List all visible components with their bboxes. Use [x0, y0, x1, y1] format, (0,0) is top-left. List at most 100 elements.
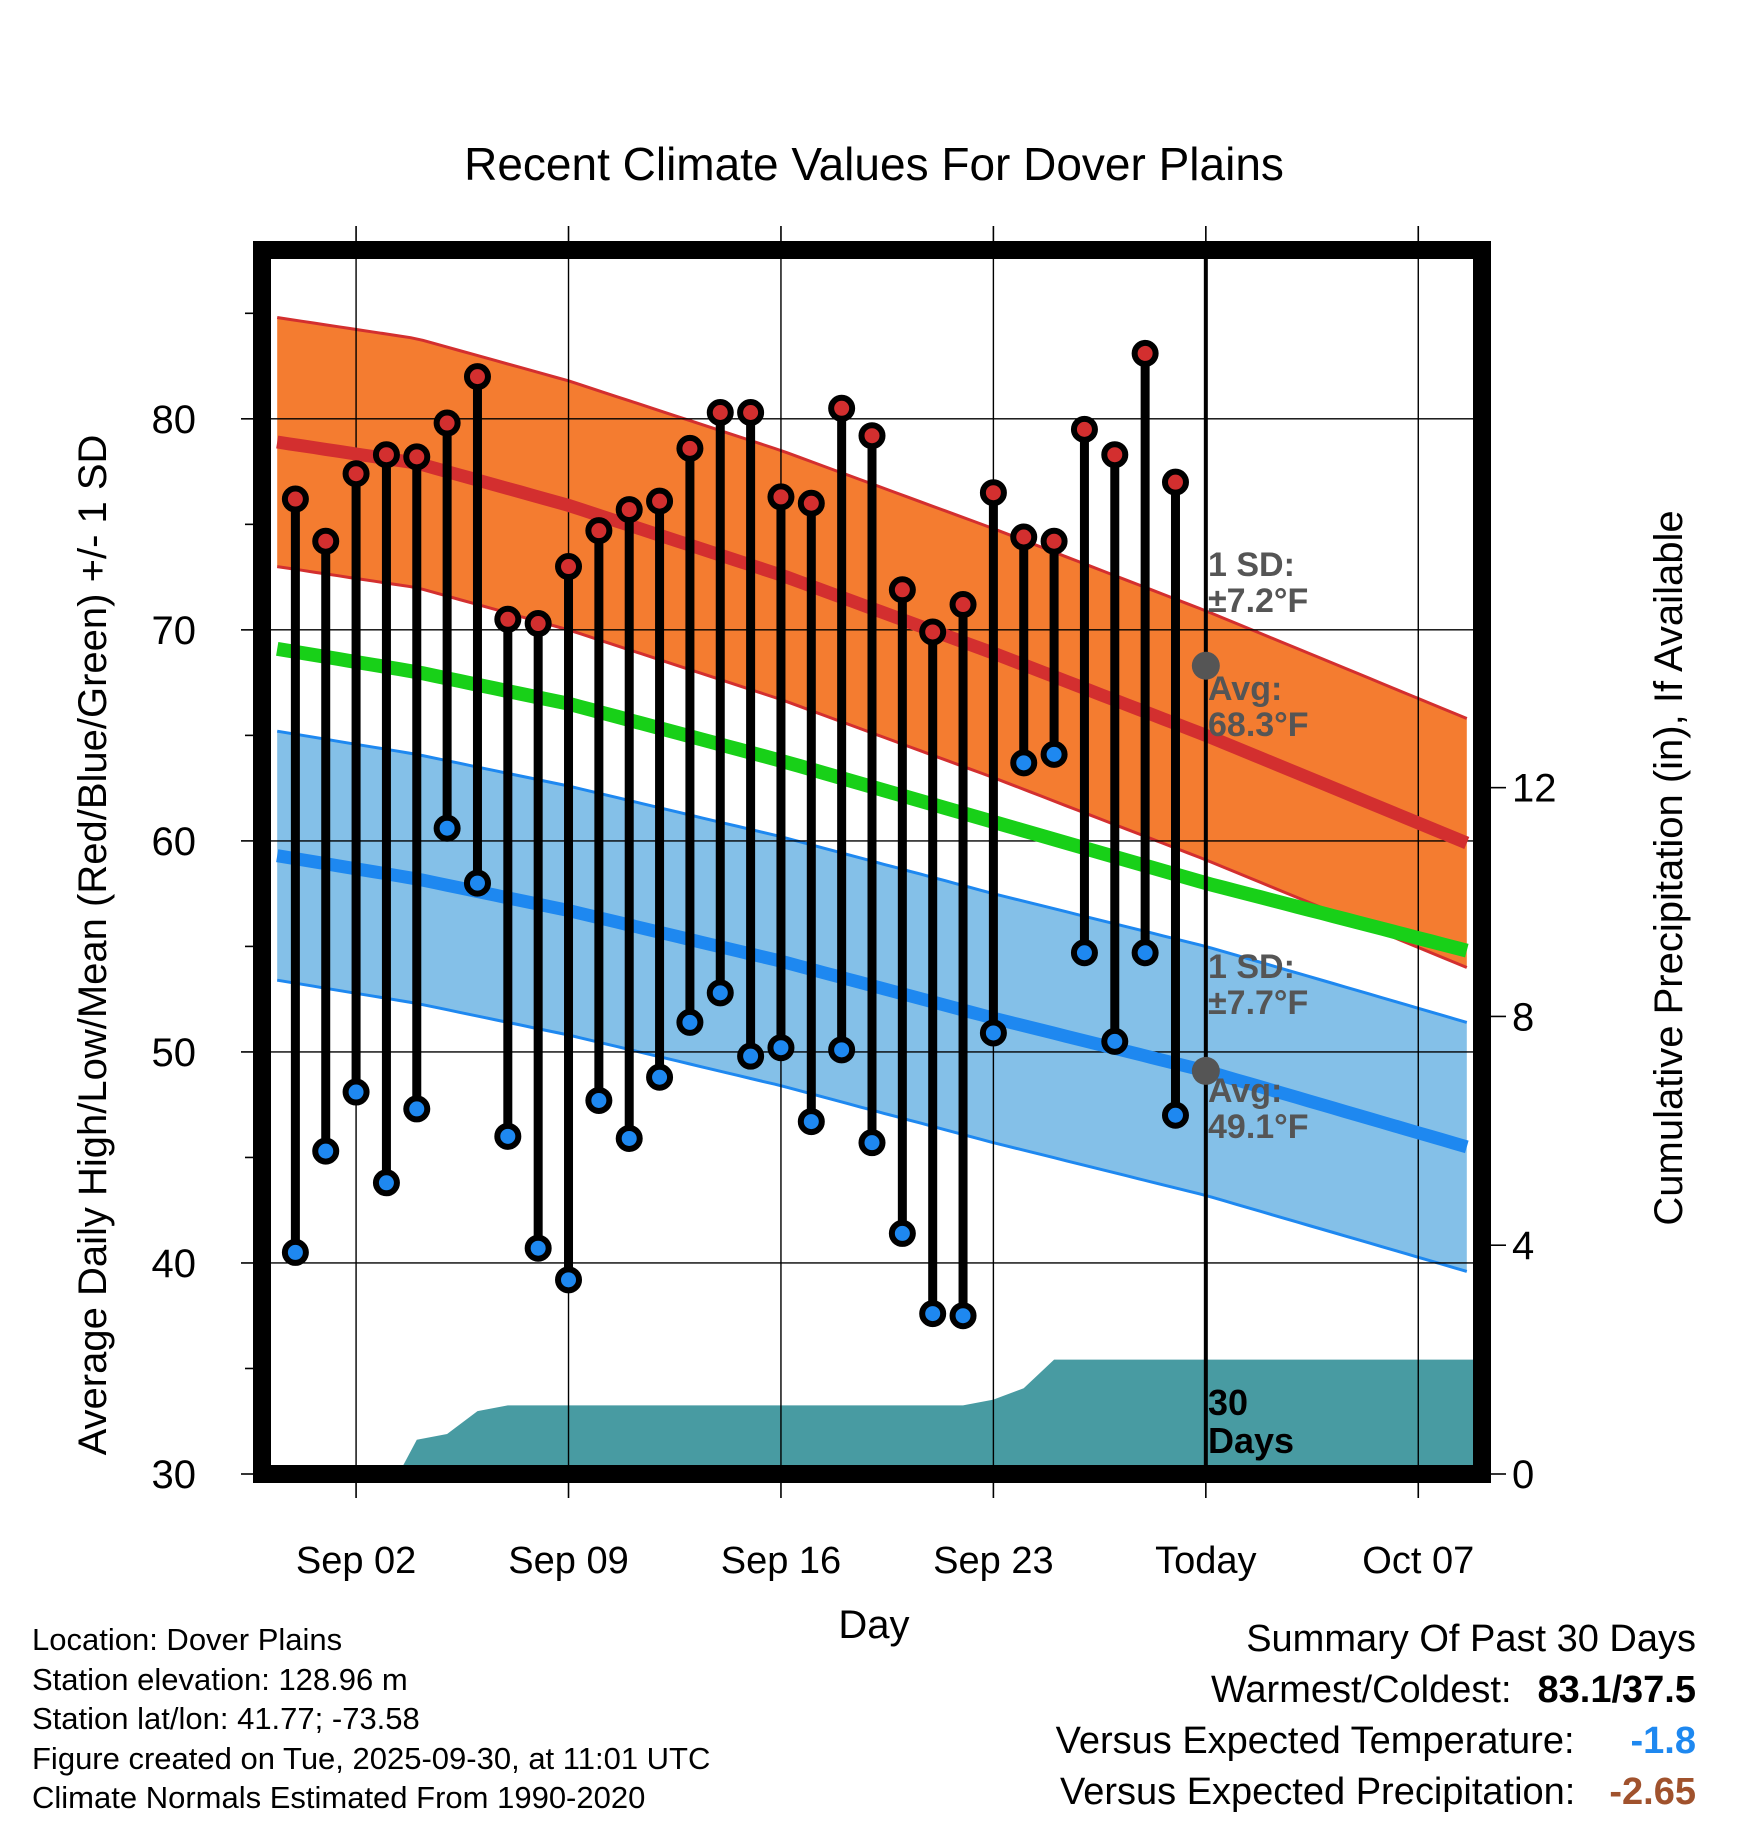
- latlon-text: Station lat/lon: 41.77; -73.58: [32, 1701, 420, 1736]
- high-point: [1131, 339, 1159, 367]
- plot-border: [253, 241, 1491, 1483]
- y-tick-label: 70: [152, 609, 197, 653]
- low-point: [797, 1108, 825, 1136]
- low-point: [615, 1124, 643, 1152]
- low-point: [1010, 749, 1038, 777]
- x-tick-label: Sep 02: [296, 1540, 416, 1582]
- precipitation-area: [262, 1359, 1482, 1474]
- precip-cumulative-area: [262, 1359, 1482, 1474]
- high-point: [949, 591, 977, 619]
- today-high-avg-marker: [1191, 651, 1220, 680]
- low-avg-label-line: 49.1°F: [1208, 1108, 1309, 1146]
- precip-departure-value: -2.65: [1609, 1771, 1696, 1813]
- high-point: [463, 363, 491, 391]
- normals-text: Climate Normals Estimated From 1990-2020: [32, 1780, 646, 1815]
- y2-tick-label: 0: [1512, 1453, 1534, 1497]
- warmest-coldest-row: Warmest/Coldest: 83.1/37.5: [1056, 1665, 1696, 1716]
- low-point: [919, 1300, 947, 1328]
- temp-departure-label: Versus Expected Temperature:: [1055, 1720, 1575, 1762]
- high-point: [524, 610, 552, 638]
- low-point: [979, 1019, 1007, 1047]
- low-point: [1101, 1027, 1129, 1055]
- location-text: Location: Dover Plains: [32, 1622, 343, 1657]
- y2-tick-label: 4: [1512, 1224, 1534, 1268]
- low-point: [858, 1129, 886, 1157]
- created-text: Figure created on Tue, 2025-09-30, at 11…: [32, 1740, 711, 1776]
- x-tick-label: Sep 09: [508, 1540, 628, 1582]
- high-avg-label-line: Avg:: [1208, 670, 1282, 708]
- high-point: [1010, 523, 1038, 551]
- low-avg-label: Avg: 49.1°F: [1208, 1072, 1309, 1146]
- high-sd-label: 1 SD: ±7.2°F: [1208, 546, 1308, 620]
- y-tick-label: 50: [152, 1031, 197, 1075]
- plot-frame: [253, 241, 1491, 1483]
- summary-title: Summary Of Past 30 Days: [1246, 1618, 1696, 1660]
- high-point: [706, 398, 734, 426]
- low-point: [524, 1234, 552, 1262]
- low-point: [342, 1078, 370, 1106]
- low-point: [494, 1122, 522, 1150]
- high-sd-label-line: ±7.2°F: [1208, 582, 1308, 620]
- low-point: [1131, 939, 1159, 967]
- low-point: [1040, 740, 1068, 768]
- window-label-line: Days: [1208, 1420, 1294, 1461]
- low-point: [888, 1219, 916, 1247]
- high-point: [828, 394, 856, 422]
- daily-range-bars: [290, 353, 1180, 1316]
- low-point: [646, 1063, 674, 1091]
- low-point: [585, 1086, 613, 1114]
- high-point: [494, 605, 522, 633]
- window-label-line: 30: [1208, 1382, 1248, 1423]
- high-point: [1040, 527, 1068, 555]
- x-tick-label: Oct 07: [1362, 1540, 1474, 1582]
- low-point: [949, 1302, 977, 1330]
- low-point: [767, 1034, 795, 1062]
- high-point: [585, 517, 613, 545]
- precip-departure-label: Versus Expected Precipitation:: [1059, 1771, 1576, 1813]
- low-point: [555, 1266, 583, 1294]
- high-point: [312, 527, 340, 555]
- y-tick-label: 60: [152, 820, 197, 864]
- low-sd-label: 1 SD: ±7.7°F: [1208, 948, 1308, 1022]
- summary-panel: Summary Of Past 30 Days Warmest/Coldest:…: [1056, 1614, 1696, 1818]
- high-avg-label: Avg: 68.3°F: [1208, 670, 1309, 744]
- low-point: [737, 1042, 765, 1070]
- x-tick-label: Today: [1155, 1540, 1256, 1582]
- low-point: [403, 1095, 431, 1123]
- x-tick-label: Sep 16: [721, 1540, 841, 1582]
- high-point: [615, 496, 643, 524]
- low-sd-label-line: ±7.7°F: [1208, 984, 1308, 1022]
- y-axis-label: Average Daily High/Low/Mean (Red/Blue/Gr…: [71, 435, 115, 1456]
- low-point: [372, 1169, 400, 1197]
- high-point: [797, 489, 825, 517]
- high-point: [1101, 441, 1129, 469]
- today-low-avg-marker: [1191, 1056, 1220, 1085]
- high-point: [1070, 415, 1098, 443]
- low-point: [828, 1036, 856, 1064]
- low-sd-label-line: 1 SD:: [1208, 948, 1295, 986]
- high-point: [919, 618, 947, 646]
- high-point: [767, 483, 795, 511]
- high-point: [555, 553, 583, 581]
- y-tick-label: 30: [152, 1453, 197, 1497]
- station-metadata: Location: Dover Plains Station elevation…: [32, 1620, 710, 1818]
- y-tick-label: 80: [152, 398, 197, 442]
- low-point: [433, 814, 461, 842]
- chart-title: Recent Climate Values For Dover Plains: [464, 138, 1284, 190]
- daily-markers: [281, 339, 1220, 1330]
- high-point: [979, 479, 1007, 507]
- x-tick-label: Sep 23: [933, 1540, 1053, 1582]
- low-point: [281, 1238, 309, 1266]
- y-tick-label: 40: [152, 1242, 197, 1286]
- high-point: [888, 576, 916, 604]
- low-point: [706, 979, 734, 1007]
- temp-departure-value: -1.8: [1630, 1720, 1696, 1762]
- y2-tick-label: 8: [1512, 995, 1534, 1039]
- y2-axis-label: Cumulative Precipitation (in), If Availa…: [1647, 510, 1691, 1225]
- low-point: [1161, 1101, 1189, 1129]
- low-avg-label-line: Avg:: [1208, 1072, 1282, 1110]
- high-point: [281, 485, 309, 513]
- y2-tick-label: 12: [1512, 767, 1557, 811]
